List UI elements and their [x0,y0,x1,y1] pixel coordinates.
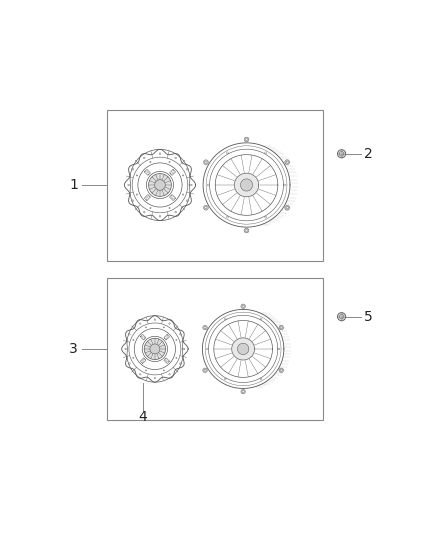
Circle shape [284,184,286,186]
Circle shape [154,319,155,320]
Circle shape [260,318,262,320]
Circle shape [148,174,171,196]
Circle shape [285,160,290,165]
Circle shape [133,357,134,359]
Circle shape [132,168,134,170]
Circle shape [128,184,129,186]
Bar [107,110,323,261]
Circle shape [169,161,170,163]
Circle shape [186,168,188,170]
Circle shape [163,370,164,371]
Circle shape [180,363,181,364]
Circle shape [169,323,170,324]
Circle shape [242,391,244,393]
Circle shape [204,205,208,210]
Circle shape [286,207,288,209]
Circle shape [132,200,134,201]
Circle shape [182,175,184,176]
Circle shape [204,369,206,372]
Circle shape [136,175,138,176]
Circle shape [226,152,228,154]
Circle shape [204,327,206,329]
Circle shape [244,137,249,142]
Circle shape [278,348,280,350]
Circle shape [240,179,253,191]
Text: 2: 2 [364,147,373,161]
Circle shape [159,215,161,217]
Circle shape [191,184,192,186]
Text: 4: 4 [139,410,147,424]
Circle shape [245,139,247,141]
Circle shape [242,305,244,308]
Circle shape [204,160,208,165]
Circle shape [140,374,141,375]
Circle shape [180,334,181,335]
Circle shape [169,374,170,375]
Circle shape [184,348,185,350]
Circle shape [175,212,177,213]
Circle shape [150,344,160,354]
Circle shape [205,161,207,163]
Circle shape [203,325,207,330]
Circle shape [136,194,138,195]
Circle shape [205,207,207,209]
Circle shape [265,216,267,218]
Polygon shape [232,338,254,360]
Circle shape [207,184,209,186]
Circle shape [182,194,184,195]
Circle shape [338,150,346,158]
Circle shape [285,205,290,210]
Circle shape [279,325,283,330]
Circle shape [206,348,208,350]
Circle shape [244,228,249,233]
Circle shape [144,338,166,360]
Circle shape [163,327,164,328]
Circle shape [224,318,226,320]
Circle shape [175,157,177,159]
Circle shape [154,377,155,379]
Circle shape [176,357,177,359]
Circle shape [226,216,228,218]
Circle shape [280,369,282,372]
Polygon shape [234,173,259,197]
Circle shape [279,368,283,373]
Circle shape [176,340,177,341]
Circle shape [125,348,126,350]
Circle shape [150,207,151,209]
Circle shape [237,343,249,354]
Text: 5: 5 [364,310,373,324]
Circle shape [155,180,165,190]
Circle shape [144,157,145,159]
Circle shape [224,378,226,380]
Circle shape [265,152,267,154]
Circle shape [144,212,145,213]
Circle shape [245,229,247,231]
Circle shape [140,323,141,324]
Circle shape [129,363,130,364]
Circle shape [260,378,262,380]
Circle shape [280,327,282,329]
Text: 3: 3 [69,342,78,356]
Circle shape [186,200,188,201]
Circle shape [129,334,130,335]
Circle shape [145,370,147,371]
Circle shape [159,153,161,155]
Text: 1: 1 [69,178,78,192]
Circle shape [241,304,245,309]
Circle shape [150,161,151,163]
Circle shape [286,161,288,163]
Circle shape [203,368,207,373]
Bar [107,278,323,420]
Circle shape [133,340,134,341]
Circle shape [169,207,170,209]
Circle shape [241,390,245,394]
Circle shape [145,327,147,328]
Circle shape [338,313,346,321]
